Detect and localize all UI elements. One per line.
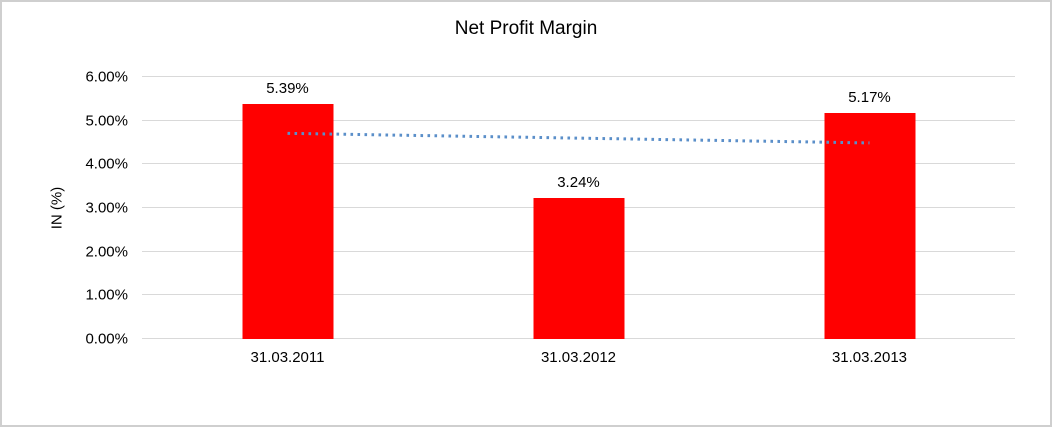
bar-31.03.2013 bbox=[824, 113, 915, 339]
gridline-4.00% bbox=[142, 163, 1015, 165]
data-label-31.03.2012: 3.24% bbox=[557, 173, 600, 191]
chart-title: Net Profit Margin bbox=[454, 18, 598, 39]
bar-31.03.2012 bbox=[533, 197, 624, 339]
x-tick-label-31.03.2012: 31.03.2012 bbox=[540, 349, 617, 366]
y-tick-label: 4.00% bbox=[85, 155, 128, 173]
y-tick-label: 6.00% bbox=[85, 68, 128, 86]
trendline-segment bbox=[287, 131, 870, 145]
y-tick-label: 3.00% bbox=[85, 199, 128, 217]
trendline bbox=[287, 131, 870, 145]
y-tick-label: 0.00% bbox=[85, 330, 128, 348]
y-axis-tick-labels: 0.00% 1.00% 2.00% 3.00% 4.00% 5.00% 6.00% bbox=[2, 69, 128, 348]
data-label-31.03.2011: 5.39% bbox=[266, 79, 309, 97]
y-tick-label: 2.00% bbox=[85, 243, 128, 261]
bar-31.03.2011 bbox=[242, 103, 333, 339]
data-label-31.03.2013: 5.17% bbox=[848, 89, 891, 107]
y-tick-label: 5.00% bbox=[85, 112, 128, 130]
x-tick-label-31.03.2011: 31.03.2011 bbox=[250, 349, 325, 366]
x-tick-label-31.03.2013: 31.03.2013 bbox=[831, 349, 908, 366]
y-tick-label: 1.00% bbox=[85, 286, 128, 304]
gridline-5.00% bbox=[142, 119, 1015, 121]
plot-area: 5.39% 31.03.2011 3.24% 31.03.2012 5.17% 31.03… bbox=[142, 76, 1015, 366]
gridline-6.00% bbox=[142, 76, 1015, 77]
